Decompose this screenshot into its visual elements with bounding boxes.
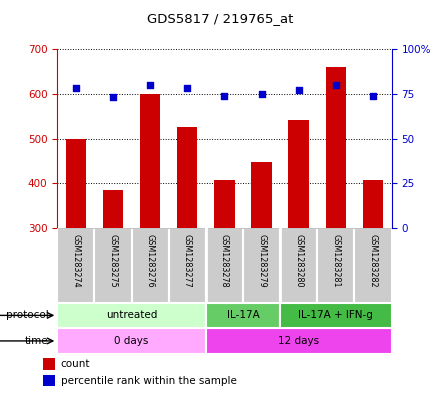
Point — [184, 85, 191, 92]
Bar — [355, 228, 392, 303]
Point — [147, 82, 154, 88]
Text: protocol: protocol — [6, 310, 48, 320]
Text: GSM1283275: GSM1283275 — [108, 234, 117, 288]
Bar — [57, 303, 206, 328]
Bar — [280, 303, 392, 328]
Bar — [251, 162, 272, 228]
Point — [221, 92, 228, 99]
Bar — [43, 375, 55, 386]
Bar — [57, 228, 94, 303]
Bar — [363, 180, 383, 228]
Bar — [214, 180, 235, 228]
Bar — [206, 303, 280, 328]
Point — [110, 94, 117, 101]
Bar — [43, 358, 55, 369]
Text: count: count — [61, 359, 90, 369]
Text: 0 days: 0 days — [114, 336, 149, 346]
Bar — [280, 228, 317, 303]
Text: time: time — [25, 336, 48, 346]
Text: percentile rank within the sample: percentile rank within the sample — [61, 376, 237, 386]
Bar — [57, 328, 206, 354]
Text: GSM1283276: GSM1283276 — [146, 234, 154, 288]
Text: GSM1283277: GSM1283277 — [183, 234, 192, 288]
Text: GSM1283279: GSM1283279 — [257, 234, 266, 288]
Point — [332, 82, 339, 88]
Bar — [206, 328, 392, 354]
Bar — [169, 228, 206, 303]
Text: IL-17A + IFN-g: IL-17A + IFN-g — [298, 310, 373, 320]
Point — [295, 87, 302, 94]
Bar — [317, 228, 355, 303]
Point — [258, 91, 265, 97]
Bar — [132, 228, 169, 303]
Bar — [94, 228, 132, 303]
Text: untreated: untreated — [106, 310, 157, 320]
Point — [370, 92, 377, 99]
Text: GSM1283280: GSM1283280 — [294, 234, 303, 287]
Bar — [206, 228, 243, 303]
Bar — [140, 94, 160, 228]
Text: GSM1283282: GSM1283282 — [369, 234, 378, 288]
Point — [72, 85, 79, 92]
Text: GSM1283281: GSM1283281 — [331, 234, 341, 287]
Bar — [66, 138, 86, 228]
Text: GSM1283278: GSM1283278 — [220, 234, 229, 288]
Text: IL-17A: IL-17A — [227, 310, 259, 320]
Text: GDS5817 / 219765_at: GDS5817 / 219765_at — [147, 12, 293, 25]
Bar — [177, 127, 198, 228]
Bar — [289, 120, 309, 228]
Bar — [326, 67, 346, 228]
Bar — [103, 190, 123, 228]
Text: GSM1283274: GSM1283274 — [71, 234, 80, 288]
Bar — [243, 228, 280, 303]
Text: 12 days: 12 days — [278, 336, 319, 346]
